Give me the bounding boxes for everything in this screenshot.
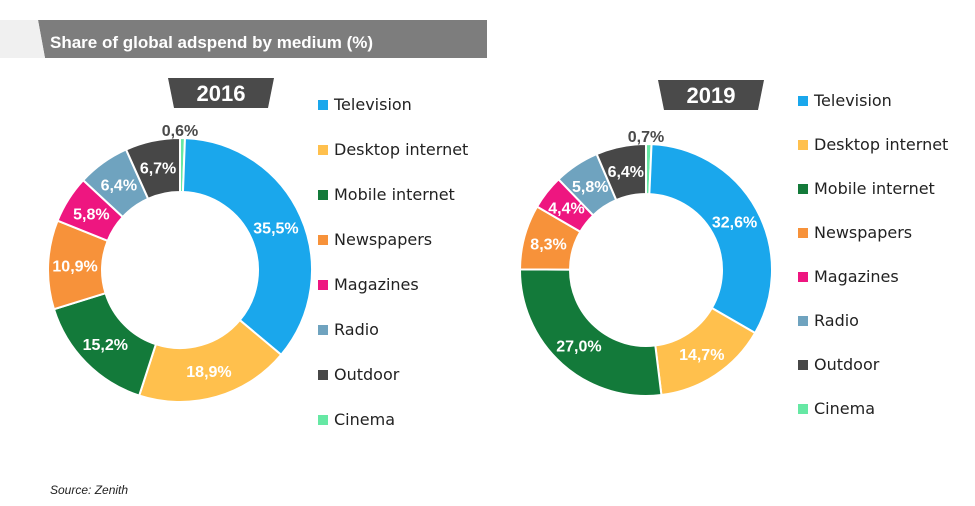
year-label: 2016 xyxy=(197,81,246,106)
legend-item-newspapers: Newspapers xyxy=(798,223,912,242)
data-label-radio: 5,8% xyxy=(572,179,608,196)
legend-item-magazines: Magazines xyxy=(798,267,899,286)
legend-swatch xyxy=(798,403,808,414)
year-badge xyxy=(168,78,274,108)
legend-item-newspapers: Newspapers xyxy=(318,230,432,249)
data-label-radio: 6,4% xyxy=(101,178,137,195)
legend-label: Magazines xyxy=(814,267,899,286)
legend-swatch xyxy=(318,189,328,200)
legend-swatch xyxy=(318,414,328,425)
legend-label: Television xyxy=(814,91,892,110)
source-note: Source: Zenith xyxy=(50,483,129,497)
legend-item-desktop-internet: Desktop internet xyxy=(798,135,948,154)
legend-item-television: Television xyxy=(318,95,412,114)
legend-label: Radio xyxy=(334,320,379,339)
slice-mobile-internet xyxy=(519,268,663,397)
legend-swatch xyxy=(318,324,328,335)
legend-swatch xyxy=(798,359,808,370)
slice-outdoor xyxy=(595,142,647,202)
legend-label: Radio xyxy=(814,311,859,330)
legend-item-cinema: Cinema xyxy=(318,410,395,429)
legend-label: Mobile internet xyxy=(334,185,455,204)
legend-swatch xyxy=(798,271,808,282)
title-banner xyxy=(0,20,487,58)
slice-outdoor xyxy=(124,136,181,201)
legend-item-mobile-internet: Mobile internet xyxy=(798,179,935,198)
slice-television xyxy=(181,137,313,357)
legend-swatch xyxy=(798,95,808,106)
legend-label: Newspapers xyxy=(334,230,433,249)
legend-swatch xyxy=(318,369,328,380)
legend-label: Cinema xyxy=(814,399,875,418)
legend-swatch xyxy=(318,144,328,155)
legend-label: Outdoor xyxy=(814,355,880,374)
legend-item-mobile-internet: Mobile internet xyxy=(318,185,455,204)
donut-2016: 2016 35,5% 18,9% 15,2% 10,9% 5,8% 6,4%6,7% 0,6% xyxy=(47,78,313,403)
legend-swatch xyxy=(318,234,328,245)
legend-item-outdoor: Outdoor xyxy=(318,365,399,384)
legend-item-outdoor: Outdoor xyxy=(798,355,879,374)
legend-item-television: Television xyxy=(798,91,892,110)
year-label: 2019 xyxy=(687,83,736,108)
legend-swatch xyxy=(798,227,808,238)
data-label-magazines: 5,8% xyxy=(73,207,109,224)
data-label-mobile-internet: 15,2% xyxy=(83,337,128,354)
data-label-newspapers: 8,3% xyxy=(530,236,566,253)
legend-item-desktop-internet: Desktop internet xyxy=(318,140,468,159)
legend-item-cinema: Cinema xyxy=(798,399,875,418)
year-badge xyxy=(658,80,764,110)
legend-item-magazines: Magazines xyxy=(318,275,419,294)
legend-swatch xyxy=(798,183,808,194)
legend-swatch xyxy=(798,139,808,150)
legend-label: Newspapers xyxy=(814,223,913,242)
legend-label: Magazines xyxy=(334,275,419,294)
data-label-magazines: 4,4% xyxy=(548,201,584,218)
legend-swatch xyxy=(318,279,328,290)
data-label-desktop-internet: 18,9% xyxy=(186,364,231,381)
legend-item-radio: Radio xyxy=(798,311,859,330)
data-label-desktop-internet: 14,7% xyxy=(679,347,724,364)
legend-swatch xyxy=(798,315,808,326)
data-label-mobile-internet: 27,0% xyxy=(556,339,601,356)
data-label-cinema: 0,6% xyxy=(162,123,198,140)
data-label-outdoor: 6,4% xyxy=(608,164,644,181)
data-label-television: 35,5% xyxy=(253,220,298,237)
legend-label: Desktop internet xyxy=(814,135,949,154)
legend-label: Television xyxy=(334,95,412,114)
chart-title: Share of global adspend by medium (%) xyxy=(50,33,374,52)
data-label-television: 32,6% xyxy=(712,214,757,231)
data-label-outdoor: 6,7% xyxy=(140,160,176,177)
legend-label: Cinema xyxy=(334,410,395,429)
legend-label: Desktop internet xyxy=(334,140,469,159)
donut-2019: 2019 32,6% 14,7% 27,0% 8,3% 4,4% 5,8%6,4% 0,7% xyxy=(518,80,773,397)
legend-label: Mobile internet xyxy=(814,179,935,198)
slice-television xyxy=(648,143,773,335)
data-label-cinema: 0,7% xyxy=(628,129,664,146)
legend-label: Outdoor xyxy=(334,365,400,384)
legend-item-radio: Radio xyxy=(318,320,379,339)
legend-swatch xyxy=(318,99,328,110)
data-label-newspapers: 10,9% xyxy=(52,259,97,276)
